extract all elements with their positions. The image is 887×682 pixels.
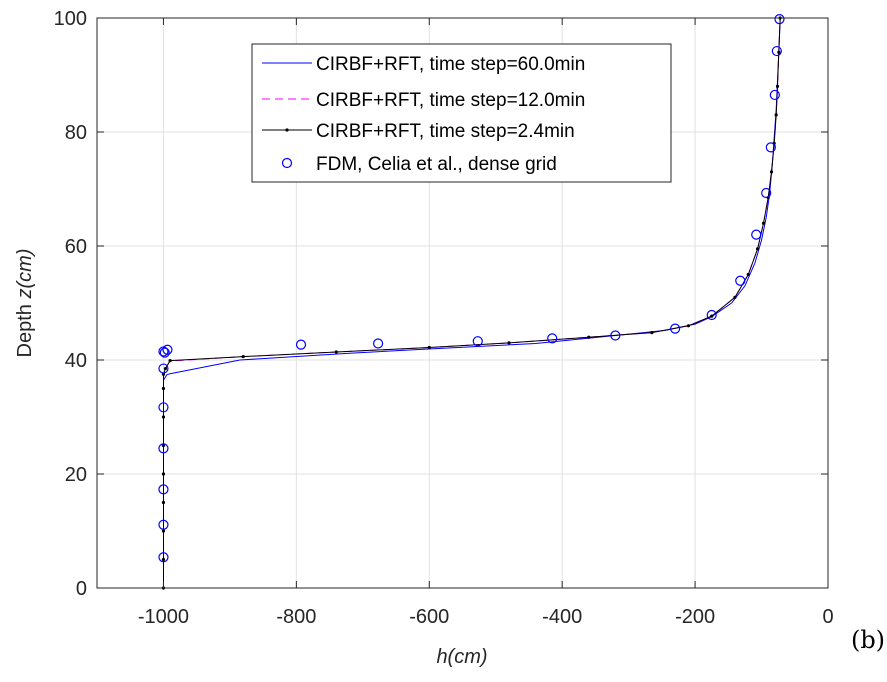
series-3-marker (751, 229, 762, 240)
series-2-dot (161, 500, 166, 505)
legend-item-0: CIRBF+RFT, time step=60.0min (262, 54, 585, 75)
series-2-dot (334, 350, 338, 354)
x-tick-label: -600 (409, 606, 449, 628)
series-layer (158, 14, 785, 590)
series-2-dot (161, 386, 166, 391)
legend-swatch-2-dot (285, 128, 289, 132)
series-2-dot (161, 443, 166, 448)
series-2-dot (710, 314, 714, 318)
y-tick-label: 40 (65, 350, 87, 372)
series-3-marker (472, 336, 483, 347)
y-tick-label: 100 (54, 8, 87, 30)
y-tick-label: 0 (76, 578, 87, 600)
series-3-marker (771, 45, 782, 57)
series-2-line (163, 17, 781, 588)
series-2-dot (241, 354, 245, 359)
y-axis-label-unit: z(cm) (14, 249, 36, 300)
series-3-marker (706, 309, 717, 321)
series-2-dot (755, 247, 760, 251)
x-tick-label: -1000 (138, 606, 189, 628)
series-2-dot (775, 84, 780, 88)
legend-box (251, 43, 672, 183)
series-2-dot (161, 529, 166, 533)
series-3-marker (735, 275, 746, 286)
series-3-marker (158, 402, 169, 413)
series-3-marker (765, 142, 776, 153)
y-axis-label: Depth z(cm) (14, 249, 36, 358)
legend-item-3: FDM, Celia et al., dense grid (281, 154, 557, 175)
series-3-marker (373, 338, 384, 349)
plot-border (96, 17, 829, 589)
legend-label-0: CIRBF+RFT, time step=60.0min (316, 54, 585, 75)
series-3-marker (769, 89, 780, 101)
x-tick-label: 0 (822, 606, 833, 628)
x-tick-label: -400 (542, 606, 582, 628)
x-tick-label: -800 (276, 606, 316, 628)
ticks (97, 17, 829, 589)
y-tick-label: 80 (65, 122, 87, 144)
series-2-dot (686, 324, 691, 328)
y-tick-label: 60 (65, 236, 87, 258)
series-2-dot (587, 335, 591, 339)
legend-swatch-3 (281, 157, 293, 169)
y-axis-label-prefix: Depth (14, 299, 36, 358)
series-3-marker (158, 552, 169, 563)
y-tick-label: 20 (65, 464, 87, 486)
series-2-dot (774, 113, 778, 117)
series-2-dot (161, 557, 166, 562)
series-3-marker (295, 339, 307, 350)
series-3-marker (158, 519, 169, 530)
series-3-marker (610, 330, 621, 341)
x-tick-label: -200 (675, 606, 715, 628)
tick-labels: -1000 -800 -600 -400 -200 0 0 20 40 60 80 100 (54, 8, 834, 628)
legend-item-2: CIRBF+RFT, time step=2.4min (262, 121, 575, 142)
legend-label-2: CIRBF+RFT, time step=2.4min (316, 121, 575, 142)
legend: CIRBF+RFT, time step=60.0min CIRBF+RFT, … (251, 43, 672, 183)
series-3-marker (774, 14, 785, 25)
series-2-dot (746, 272, 750, 277)
series-3-marker (158, 443, 169, 454)
series-3-marker (158, 484, 169, 495)
series-2-dot (427, 345, 431, 350)
legend-label-1: CIRBF+RFT, time step=12.0min (316, 90, 585, 111)
series-2-dot (772, 141, 776, 145)
series-2-dot (161, 472, 166, 476)
legend-label-3: FDM, Celia et al., dense grid (316, 154, 557, 175)
series-2-dot (733, 295, 737, 299)
series-3-marker (547, 333, 558, 344)
series-2-dot (769, 170, 774, 174)
series-2-dot (777, 50, 781, 54)
series-3-marker (162, 344, 173, 355)
series-2-dot (161, 415, 166, 419)
series-3-marker (158, 363, 169, 374)
series-3-marker (159, 347, 170, 358)
series-2-dot (507, 341, 511, 345)
panel-label: (b) (851, 626, 885, 654)
x-axis-label: h(cm) (436, 646, 487, 668)
series-3-marker (761, 187, 772, 199)
series-3-marker (670, 323, 681, 334)
series-2-dot (168, 358, 172, 363)
series-2-dot (163, 366, 168, 371)
series-2-dot (650, 331, 654, 335)
series-2-dot (761, 221, 766, 225)
legend-item-1: CIRBF+RFT, time step=12.0min (262, 90, 585, 111)
